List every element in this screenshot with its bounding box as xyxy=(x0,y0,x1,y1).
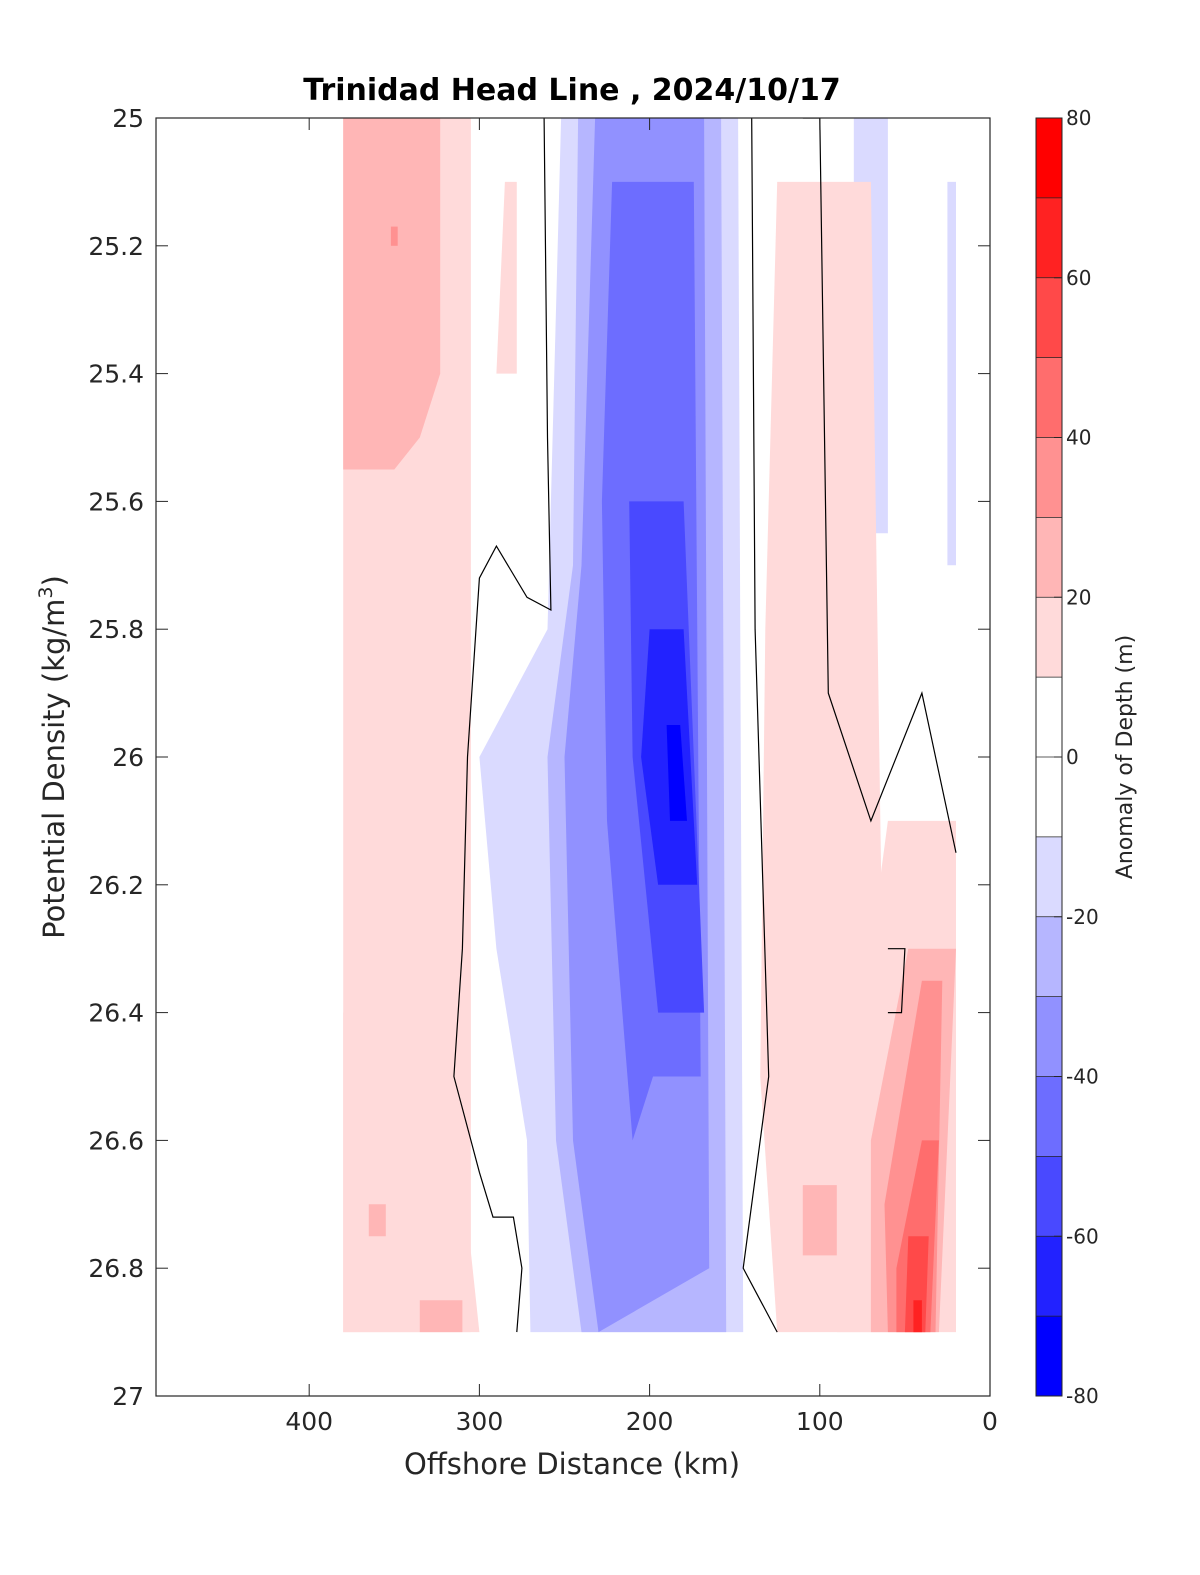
contour-region-3 xyxy=(496,181,517,374)
y-tick-label: 25 xyxy=(112,104,144,133)
x-tick-label: 200 xyxy=(626,1407,674,1436)
colorbar-level-6 xyxy=(1036,597,1062,678)
y-tick-label: 26.2 xyxy=(88,871,144,900)
colorbar-tick-label: 40 xyxy=(1066,426,1091,450)
colorbar-tick-label: 20 xyxy=(1066,585,1091,609)
colorbar-level-13 xyxy=(1036,1156,1062,1237)
y-axis-label-main: Potential Density (kg/m xyxy=(37,599,71,939)
y-axis-label-superscript: 3 xyxy=(35,586,57,598)
colorbar: 80 60 40 20 0 -20 -40 -60 -80 Anomaly of Depth (… xyxy=(1035,106,1138,1408)
contour-region-14 xyxy=(760,181,888,1333)
x-tick-label: 0 xyxy=(982,1407,998,1436)
zero-contour-line-0 xyxy=(453,118,552,1333)
y-tick-label: 26.4 xyxy=(88,999,144,1028)
colorbar-level-12 xyxy=(1036,1076,1062,1157)
y-tick-label: 27 xyxy=(112,1382,144,1411)
colorbar-ticks: 80 60 40 20 0 -20 -40 -60 -80 xyxy=(1054,106,1099,1408)
y-axis-label-end: ) xyxy=(37,575,71,586)
colorbar-level-4 xyxy=(1036,437,1062,518)
y-tick-label: 26.8 xyxy=(88,1254,144,1283)
contour-region-13 xyxy=(947,181,956,566)
y-tick-label: 25.4 xyxy=(88,360,144,389)
colorbar-tick-label: -80 xyxy=(1066,1384,1099,1408)
contour-region-11 xyxy=(666,725,687,821)
colorbar-tick-label: -40 xyxy=(1066,1065,1099,1089)
contour-region-1 xyxy=(343,118,441,470)
x-tick-label: 400 xyxy=(285,1407,333,1436)
contour-line-layer xyxy=(453,118,957,1333)
y-tick-label: 26 xyxy=(112,743,144,772)
zero-contour-line-2 xyxy=(802,118,957,853)
colorbar-tick-label: 0 xyxy=(1066,745,1079,769)
colorbar-tick-label: -20 xyxy=(1066,905,1099,929)
colorbar-label: Anomaly of Depth (m) xyxy=(1113,635,1138,879)
colorbar-level-8 xyxy=(1036,757,1062,837)
colorbar-level-10 xyxy=(1036,916,1062,997)
y-tick-label: 25.2 xyxy=(88,232,144,261)
colorbar-tick-label: -60 xyxy=(1066,1224,1099,1248)
plot-area: 400 300 200 100 0 25 25.2 25.4 25.6 25.8 26 26.2 26… xyxy=(88,104,998,1436)
colorbar-level-3 xyxy=(1036,357,1062,438)
y-axis: 25 25.2 25.4 25.6 25.8 26 26.2 26.4 26.6 26.8 27 xyxy=(88,104,990,1411)
colorbar-level-1 xyxy=(1036,197,1062,278)
colorbar-level-14 xyxy=(1036,1236,1062,1317)
colorbar-level-15 xyxy=(1036,1316,1062,1396)
x-axis: 400 300 200 100 0 xyxy=(285,118,998,1436)
colorbar-level-5 xyxy=(1036,517,1062,598)
x-tick-label: 300 xyxy=(456,1407,504,1436)
zero-contour-line-1 xyxy=(742,118,778,1333)
contour-fill-layer xyxy=(343,118,956,1333)
colorbar-tick-label: 80 xyxy=(1066,106,1091,130)
contour-region-15 xyxy=(802,1185,837,1256)
colorbar-tick-label: 60 xyxy=(1066,266,1091,290)
colorbar-level-11 xyxy=(1036,996,1062,1077)
colorbar-levels xyxy=(1036,117,1062,1396)
contour-region-21 xyxy=(913,1300,922,1333)
x-tick-label: 100 xyxy=(796,1407,844,1436)
zero-contour-line-3 xyxy=(887,948,906,1014)
colorbar-level-2 xyxy=(1036,277,1062,358)
y-tick-label: 25.8 xyxy=(88,615,144,644)
chart-title: Trinidad Head Line , 2024/10/17 xyxy=(303,73,840,108)
colorbar-level-0 xyxy=(1036,118,1062,198)
contour-region-23 xyxy=(368,1204,386,1237)
colorbar-level-7 xyxy=(1036,677,1062,757)
y-tick-label: 26.6 xyxy=(88,1126,144,1155)
contour-region-20 xyxy=(904,1236,929,1333)
x-axis-label: Offshore Distance (km) xyxy=(404,1447,740,1481)
y-axis-label: Potential Density (kg/m3) xyxy=(35,575,71,939)
contour-region-22 xyxy=(343,1012,480,1333)
contour-region-2 xyxy=(390,226,398,246)
y-tick-label: 25.6 xyxy=(88,487,144,516)
contour-region-24 xyxy=(419,1300,463,1333)
colorbar-level-9 xyxy=(1036,836,1062,917)
